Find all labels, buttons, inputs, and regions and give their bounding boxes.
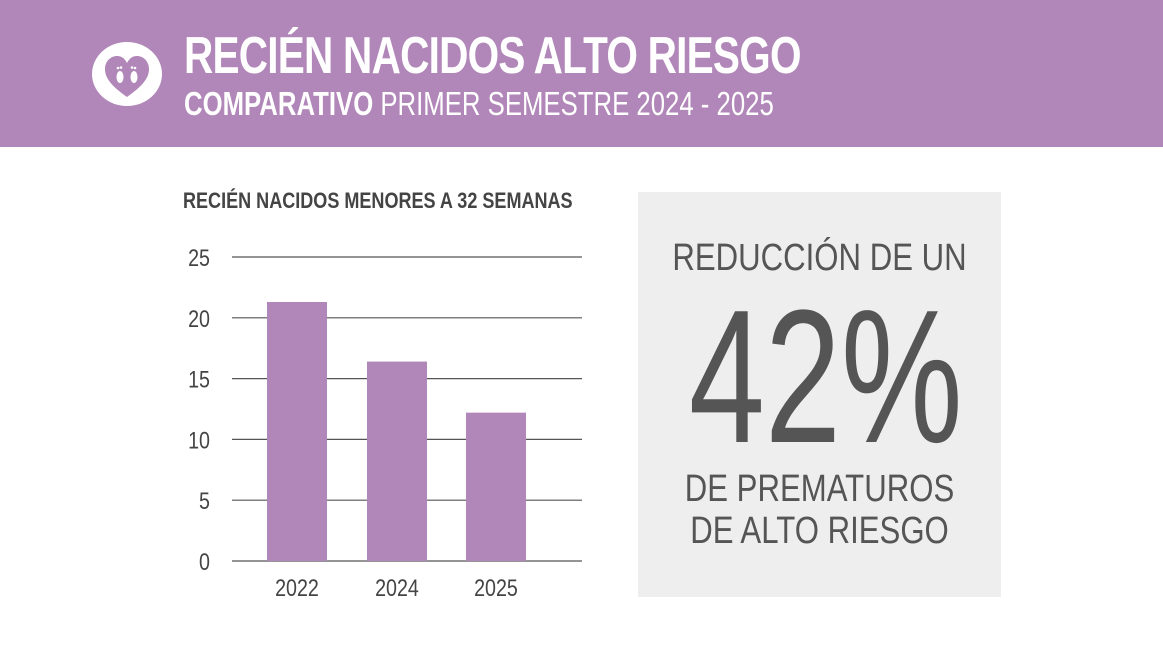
y-tick-label: 15 <box>188 366 210 393</box>
y-tick-label: 10 <box>188 427 210 454</box>
bar-2024 <box>367 361 427 561</box>
x-tick-label: 2022 <box>275 574 319 601</box>
y-tick-label: 0 <box>199 548 210 575</box>
subtitle-rest: PRIMER SEMESTRE 2024 - 2025 <box>373 85 774 122</box>
subtitle-bold: COMPARATIVO <box>184 85 374 122</box>
page-title: RECIÉN NACIDOS ALTO RIESGO <box>184 27 802 85</box>
chart-title: RECIÉN NACIDOS MENORES A 32 SEMANAS <box>183 188 573 213</box>
reduction-description-line1: DE PREMATUROS <box>684 468 955 510</box>
heart-footprints-icon <box>92 42 162 106</box>
reduction-panel: REDUCCIÓN DE UN 42% DE PREMATUROS DE ALT… <box>638 192 1001 597</box>
reduction-description-line2: DE ALTO RIESGO <box>690 510 949 552</box>
y-tick-label: 20 <box>188 305 210 332</box>
bar-2022 <box>267 301 327 561</box>
y-tick-label: 5 <box>199 487 210 514</box>
x-tick-label: 2024 <box>375 574 419 601</box>
bar-2025 <box>466 412 526 561</box>
reduction-label: REDUCCIÓN DE UN <box>672 237 967 279</box>
reduction-percentage: 42% <box>688 271 963 483</box>
header-banner: RECIÉN NACIDOS ALTO RIESGO COMPARATIVO P… <box>0 0 1163 147</box>
page-subtitle: COMPARATIVO PRIMER SEMESTRE 2024 - 2025 <box>184 84 774 124</box>
x-tick-label: 2025 <box>474 574 518 601</box>
y-tick-label: 25 <box>188 244 210 271</box>
reduction-description: DE PREMATUROS DE ALTO RIESGO <box>671 468 969 552</box>
